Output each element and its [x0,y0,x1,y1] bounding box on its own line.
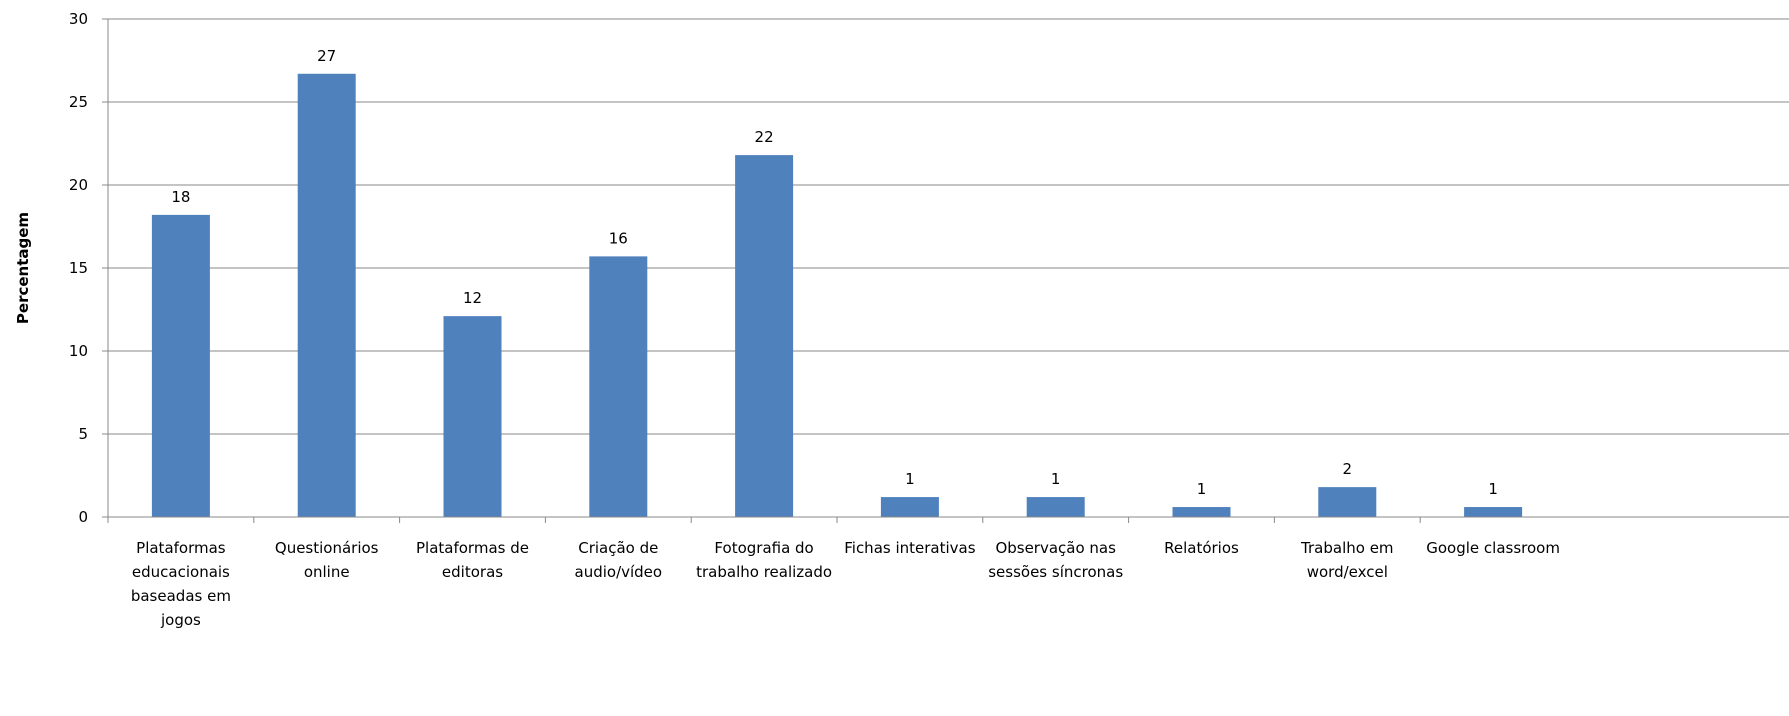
bar [151,214,210,517]
x-tick-label: Trabalho em word/excel [1300,539,1394,581]
bar [1318,487,1377,517]
y-tick-label: 5 [78,425,88,443]
data-label: 1 [905,470,915,488]
data-label: 18 [171,188,190,206]
y-tick-label: 20 [69,176,88,194]
data-label: 1 [1051,470,1061,488]
x-tick-label: Plataformas educacionais baseadas em jogos [131,539,231,629]
x-tick-label: Questionários online [275,539,379,581]
x-tick-label: Plataformas de editoras [416,539,529,581]
bar [735,155,794,517]
x-tick-label: Fotografia do trabalho realizado [696,539,832,581]
y-tick-label: 15 [69,259,88,277]
y-tick-label: 10 [69,342,88,360]
x-tick-label: Criação de audio/vídeo [575,539,663,581]
data-label: 22 [755,128,774,146]
bar [1172,507,1231,517]
x-tick-label: Observação nas sessões síncronas [988,539,1123,581]
data-label: 12 [463,289,482,307]
data-label: 16 [609,229,628,247]
bar [880,497,939,517]
bar [1026,497,1085,517]
data-label: 27 [317,47,336,65]
data-label: 2 [1343,460,1353,478]
x-tick-label: Google classroom [1426,539,1560,557]
gridlines [108,18,1789,518]
x-axis: Plataformas educacionais baseadas em jogos Q… [102,516,1789,629]
data-label: 1 [1488,480,1498,498]
data-label: 1 [1197,480,1207,498]
y-tick-label: 25 [69,93,88,111]
bar [443,316,502,517]
bar [297,73,356,517]
y-tick-label: 30 [69,10,88,28]
y-axis-label: Percentagem [14,212,32,324]
x-tick-label: Relatórios [1164,539,1239,557]
y-axis: 0 5 10 15 20 25 30 [69,10,109,526]
bar [589,256,648,517]
y-tick-label: 0 [78,508,88,526]
bar [1464,507,1523,517]
bars [151,73,1523,517]
x-tick-label: Fichas interativas [844,539,975,557]
